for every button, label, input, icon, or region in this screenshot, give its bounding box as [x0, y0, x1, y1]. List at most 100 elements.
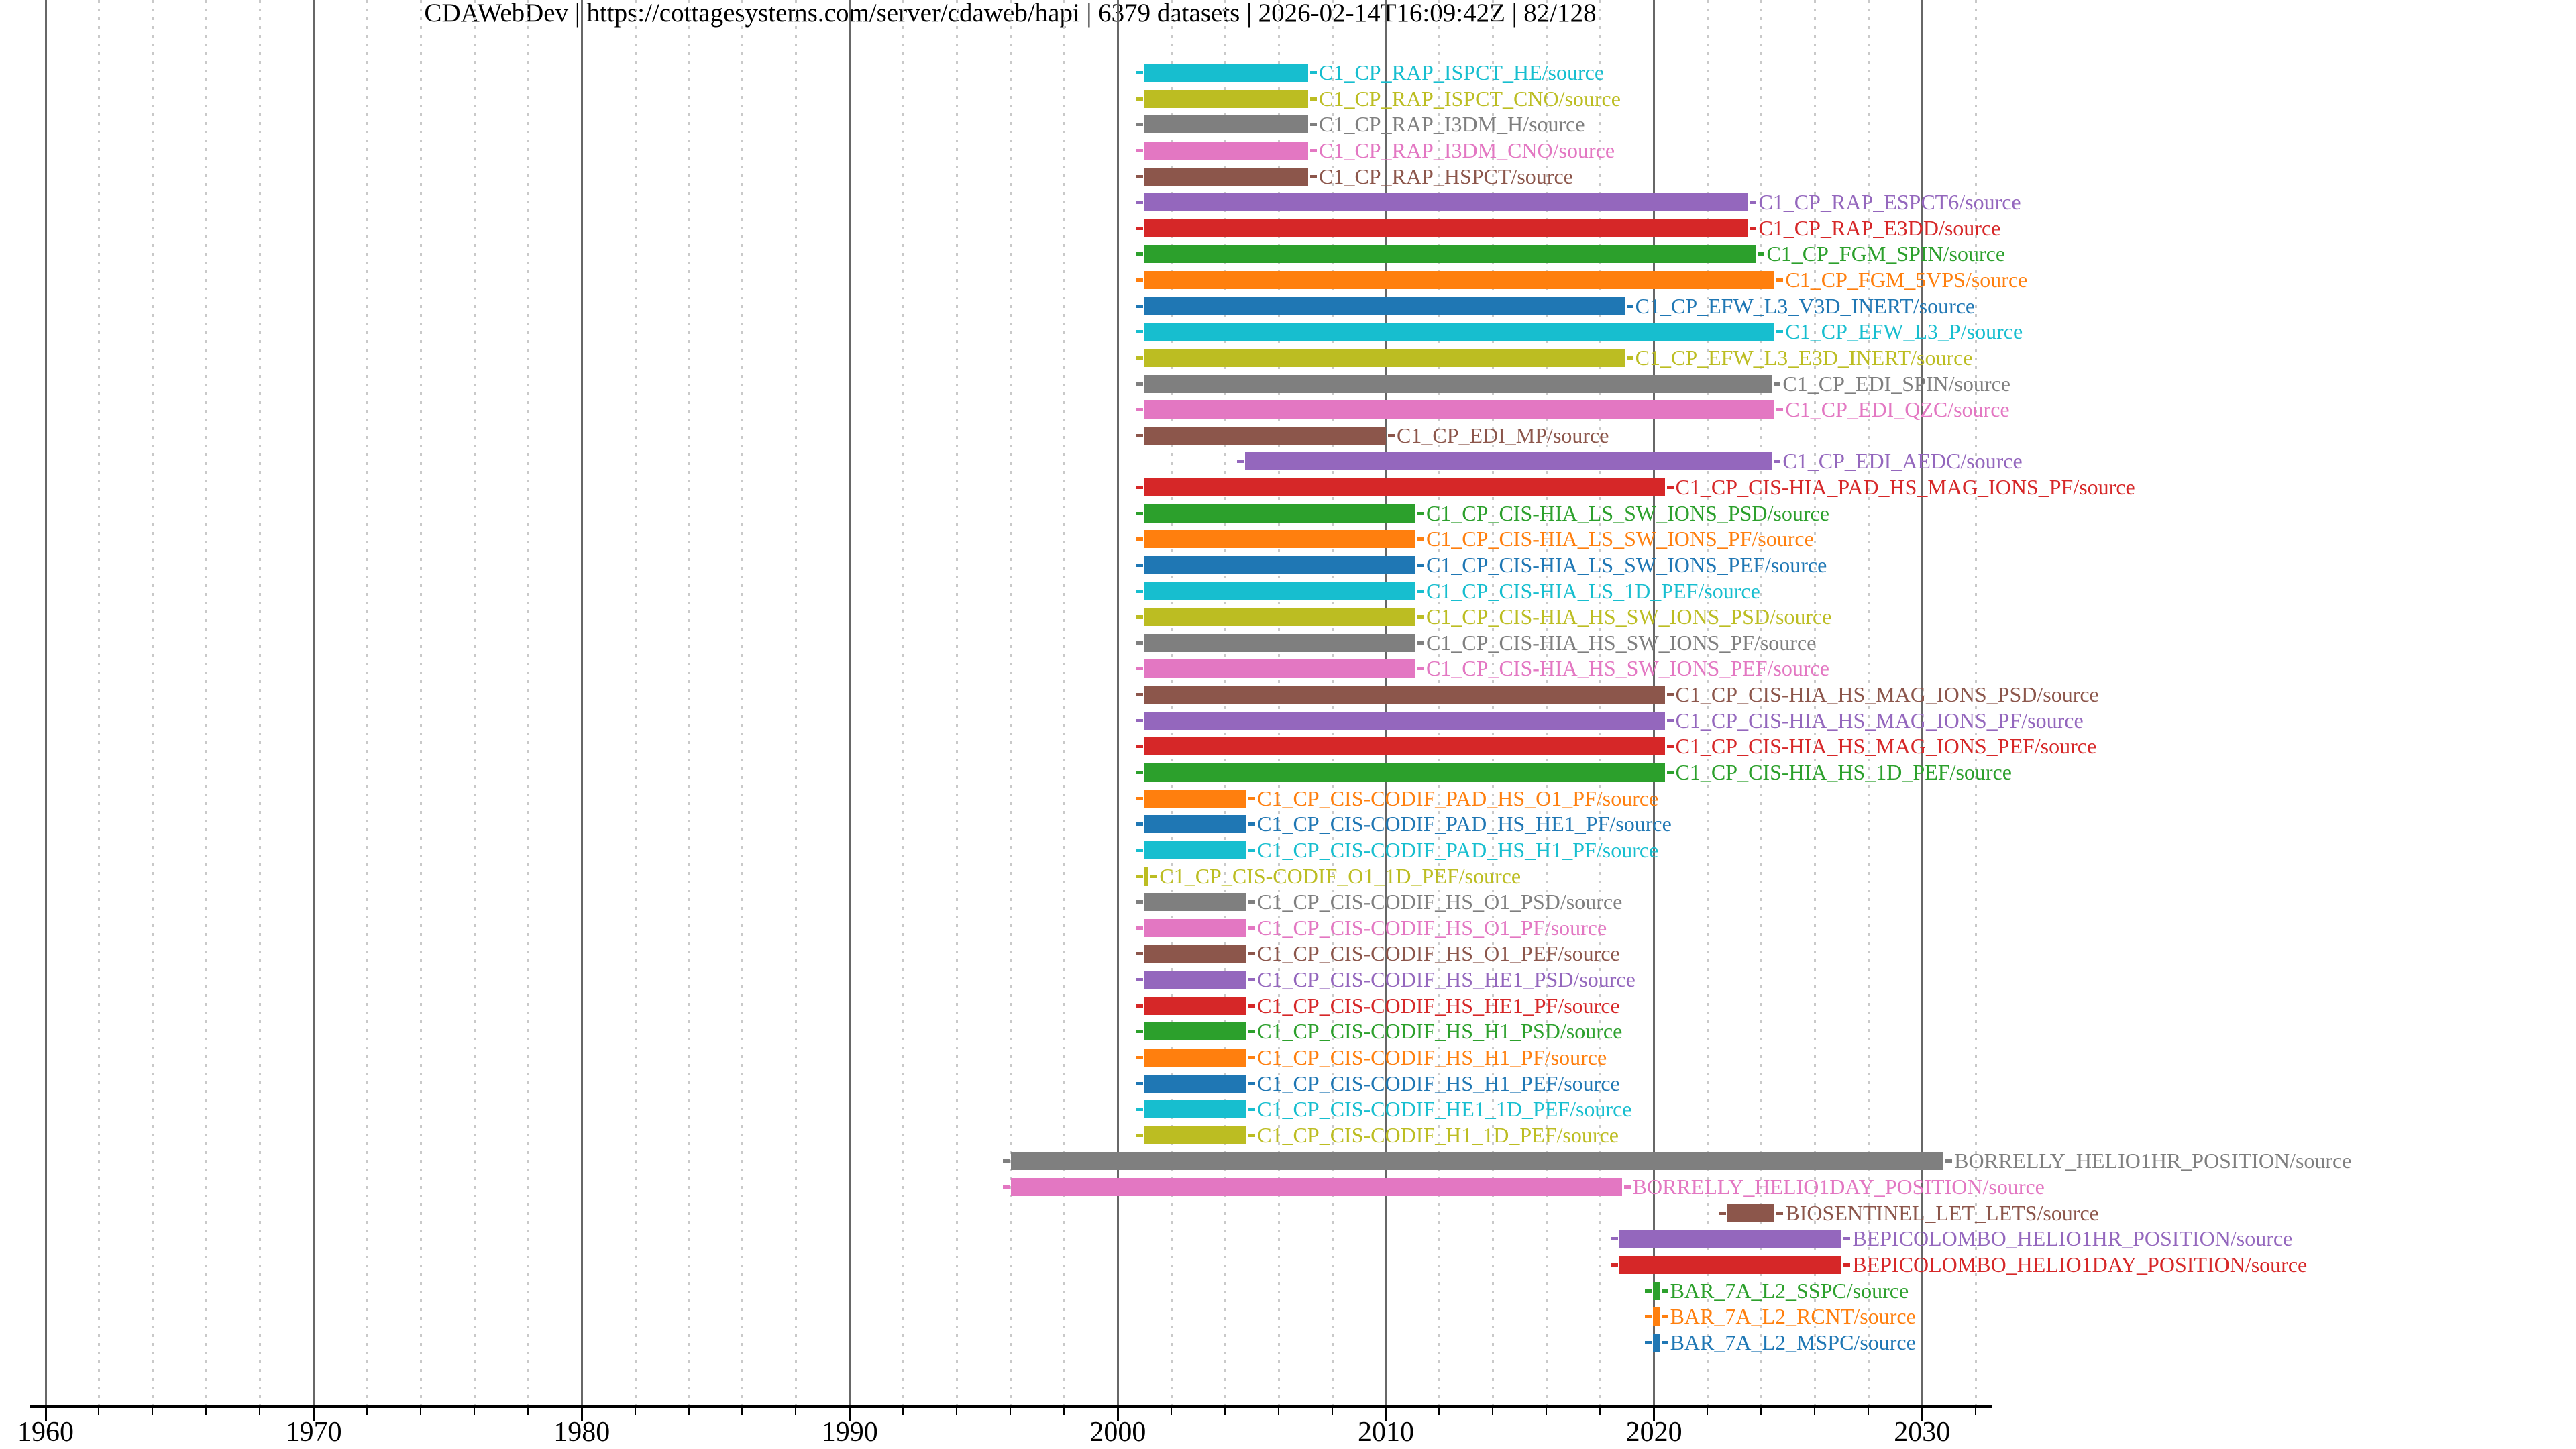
minor-tick	[152, 1408, 154, 1415]
bar-end-cap	[1417, 667, 1424, 671]
timeline-bar	[1144, 115, 1309, 134]
bar-label: C1_CP_CIS-CODIF_HS_O1_PF/source	[1257, 915, 1607, 940]
minor-tick	[473, 1408, 475, 1415]
bar-end-cap	[1626, 304, 1633, 308]
year-gridline	[795, 0, 798, 1405]
bar-start-cap	[1136, 615, 1144, 619]
bar-label: C1_CP_RAP_I3DM_H/source	[1319, 112, 1585, 137]
bar-label: C1_CP_CIS-HIA_LS_SW_IONS_PF/source	[1426, 527, 1814, 551]
year-gridline	[527, 0, 529, 1405]
bar-start-cap	[1136, 382, 1144, 386]
minor-tick	[795, 1408, 797, 1415]
timeline-bar	[1144, 530, 1415, 549]
bar-label: C1_CP_CIS-HIA_LS_SW_IONS_PSD/source	[1426, 500, 1829, 525]
timeline-bar	[1144, 219, 1748, 237]
timeline-bar	[1727, 1203, 1775, 1222]
bar-start-cap	[1136, 1108, 1144, 1112]
bar-start-cap	[1136, 123, 1144, 127]
bar-end-cap	[1417, 641, 1424, 645]
bar-start-cap	[1136, 563, 1144, 567]
bar-label: C1_CP_CIS-CODIF_HS_HE1_PSD/source	[1257, 967, 1635, 992]
bar-start-cap	[1136, 822, 1144, 826]
bar-label: C1_CP_CIS-CODIF_PAD_HS_H1_PF/source	[1257, 837, 1659, 862]
year-gridline	[1867, 0, 1870, 1405]
bar-start-cap	[1136, 97, 1144, 101]
bar-label: C1_CP_EDI_AEDC/source	[1782, 449, 2023, 474]
bar-label: BEPICOLOMBO_HELIO1HR_POSITION/source	[1852, 1226, 2293, 1251]
bar-label: C1_CP_EDI_QZC/source	[1785, 397, 2010, 422]
bar-label: C1_CP_CIS-HIA_LS_1D_PEF/source	[1426, 578, 1760, 603]
minor-tick	[1546, 1408, 1548, 1415]
bar-label: C1_CP_CIS-CODIF_HS_O1_PEF/source	[1257, 941, 1620, 966]
bar-label: C1_CP_CIS-HIA_PAD_HS_MAG_IONS_PF/source	[1675, 475, 2135, 500]
timeline-bar	[1144, 504, 1415, 523]
bar-end-cap	[1666, 486, 1674, 490]
bar-label: C1_CP_RAP_ISPCT_HE/source	[1319, 60, 1605, 85]
minor-tick	[1707, 1408, 1709, 1415]
bar-end-cap	[1248, 1030, 1256, 1034]
minor-tick	[1813, 1408, 1815, 1415]
bar-start-cap	[1002, 1185, 1010, 1189]
tick-label: 2000	[1089, 1417, 1146, 1448]
bar-end-cap	[1774, 460, 1781, 464]
timeline-bar	[1144, 1048, 1247, 1067]
year-gridline	[688, 0, 690, 1405]
timeline-bar	[1144, 841, 1247, 859]
minor-tick	[527, 1408, 529, 1415]
tick-label: 2010	[1358, 1417, 1414, 1448]
timeline-bar	[1144, 245, 1756, 264]
year-gridline	[741, 0, 744, 1405]
tick-label: 2030	[1894, 1417, 1951, 1448]
bar-start-cap	[1644, 1315, 1652, 1319]
year-gridline	[419, 0, 422, 1405]
bar-start-cap	[1719, 1211, 1727, 1215]
bar-label: C1_CP_RAP_ISPCT_CNO/source	[1319, 86, 1621, 111]
year-gridline	[956, 0, 959, 1405]
bar-start-cap	[1136, 1055, 1144, 1059]
minor-tick	[688, 1408, 690, 1415]
bar-start-cap	[1136, 71, 1144, 74]
bar-start-cap	[1644, 1289, 1652, 1293]
timeline-bar	[1144, 374, 1772, 393]
minor-tick	[259, 1408, 261, 1415]
minor-tick	[1492, 1408, 1494, 1415]
bar-end-cap	[1248, 926, 1256, 930]
bar-end-cap	[1388, 433, 1395, 437]
bar-label: C1_CP_CIS-HIA_LS_SW_IONS_PEF/source	[1426, 552, 1827, 577]
bar-end-cap	[1666, 693, 1674, 697]
timeline-bar	[1144, 193, 1748, 212]
bar-label: C1_CP_EFW_L3_P/source	[1785, 319, 2023, 344]
timeline-bar	[1144, 582, 1415, 600]
bar-end-cap	[1776, 1211, 1784, 1215]
bar-end-cap	[1150, 874, 1158, 878]
year-gridline	[366, 0, 369, 1405]
bar-label: BIOSENTINEL_LET_LETS/source	[1785, 1200, 2099, 1225]
minor-tick	[1063, 1408, 1065, 1415]
bar-end-cap	[1661, 1340, 1668, 1344]
year-gridline	[98, 0, 101, 1405]
bar-end-cap	[1248, 978, 1256, 982]
bar-label: C1_CP_CIS-HIA_HS_SW_IONS_PSD/source	[1426, 604, 1832, 629]
timeline-bar	[1144, 918, 1247, 937]
timeline-bar	[1144, 737, 1665, 756]
timeline-bar	[1144, 711, 1665, 730]
decade-gridline	[580, 0, 583, 1405]
bar-label: C1_CP_CIS-CODIF_PAD_HS_HE1_PF/source	[1257, 812, 1672, 837]
timeline-bar	[1652, 1281, 1660, 1300]
bar-label: C1_CP_CIS-CODIF_HS_H1_PF/source	[1257, 1044, 1607, 1069]
minor-tick	[1331, 1408, 1333, 1415]
bar-start-cap	[1136, 356, 1144, 360]
bar-end-cap	[1750, 226, 1757, 230]
bar-label: BAR_7A_L2_SSPC/source	[1670, 1278, 1909, 1303]
bar-start-cap	[1136, 693, 1144, 697]
bar-start-cap	[1136, 1081, 1144, 1085]
timeline-bar	[1144, 348, 1625, 367]
timeline-bar	[1144, 64, 1309, 82]
timeline-bar	[1144, 996, 1247, 1015]
decade-gridline	[1116, 0, 1119, 1405]
bar-end-cap	[1417, 537, 1424, 541]
timeline-bar	[1144, 659, 1415, 678]
timeline-bar	[1619, 1255, 1842, 1274]
timeline-bar	[1144, 167, 1309, 186]
decade-gridline	[313, 0, 315, 1405]
